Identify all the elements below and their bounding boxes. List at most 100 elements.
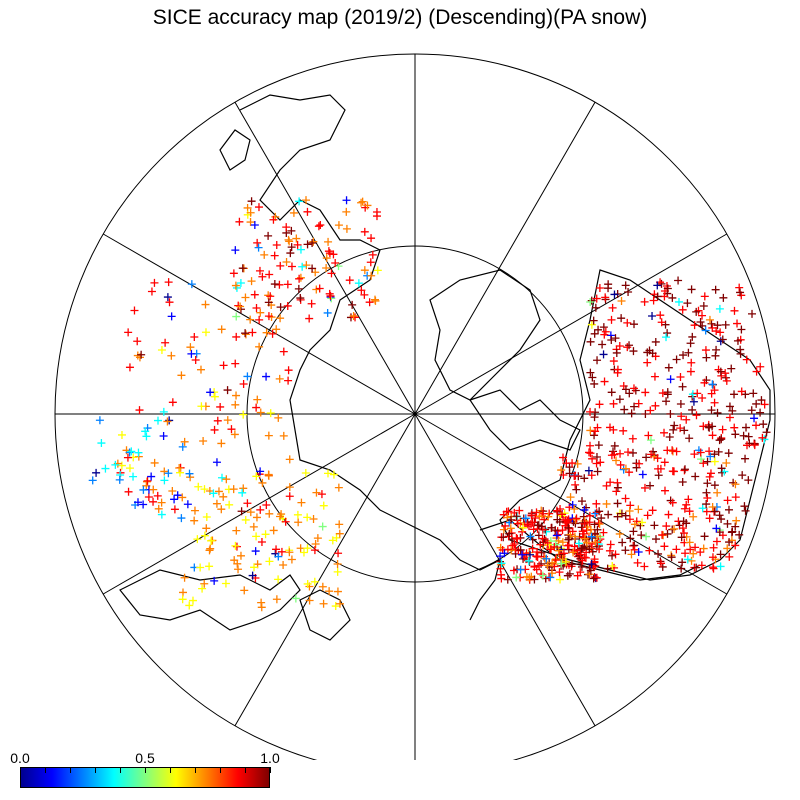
accuracy-marker: [662, 522, 671, 531]
accuracy-marker: [177, 371, 186, 380]
accuracy-marker: [668, 293, 677, 302]
accuracy-marker: [677, 564, 686, 573]
accuracy-marker: [241, 515, 250, 524]
accuracy-marker: [499, 525, 508, 534]
accuracy-marker: [154, 416, 163, 425]
accuracy-marker: [518, 550, 527, 559]
accuracy-marker: [256, 505, 265, 514]
accuracy-marker: [239, 410, 248, 419]
accuracy-marker: [190, 333, 199, 342]
accuracy-marker: [561, 557, 570, 566]
accuracy-marker: [613, 499, 622, 508]
accuracy-marker: [302, 196, 311, 205]
accuracy-marker: [666, 496, 675, 505]
accuracy-marker: [513, 534, 522, 543]
accuracy-marker: [578, 556, 587, 565]
accuracy-marker: [670, 467, 678, 476]
accuracy-marker: [342, 207, 351, 216]
accuracy-marker: [360, 266, 369, 275]
accuracy-marker: [608, 551, 617, 560]
accuracy-marker: [130, 306, 139, 315]
accuracy-marker: [311, 539, 320, 548]
colorbar-tick: [245, 767, 246, 773]
accuracy-marker: [284, 376, 293, 385]
accuracy-marker: [117, 461, 126, 470]
accuracy-marker: [217, 473, 226, 482]
accuracy-marker: [180, 437, 189, 446]
accuracy-marker: [657, 559, 666, 568]
accuracy-marker: [318, 582, 327, 591]
accuracy-marker: [730, 306, 739, 315]
accuracy-marker: [503, 545, 512, 554]
accuracy-marker: [712, 524, 721, 533]
accuracy-marker: [253, 395, 262, 404]
accuracy-marker: [261, 530, 270, 539]
accuracy-marker: [252, 304, 261, 313]
accuracy-marker: [193, 535, 202, 544]
accuracy-marker: [358, 197, 367, 206]
accuracy-marker: [256, 408, 265, 417]
accuracy-marker: [691, 472, 700, 481]
accuracy-marker: [563, 516, 572, 525]
accuracy-marker: [762, 428, 771, 437]
accuracy-marker: [688, 405, 697, 414]
accuracy-marker: [703, 494, 712, 503]
accuracy-marker: [523, 520, 532, 529]
accuracy-marker: [188, 596, 197, 605]
accuracy-marker: [571, 515, 580, 524]
accuracy-marker: [137, 350, 146, 359]
accuracy-marker: [730, 423, 739, 432]
polar-map: [54, 53, 776, 760]
accuracy-marker: [615, 395, 624, 404]
accuracy-marker: [597, 514, 606, 523]
accuracy-marker: [335, 529, 344, 538]
accuracy-marker: [621, 385, 630, 394]
accuracy-marker: [646, 406, 655, 415]
accuracy-marker: [209, 489, 218, 498]
accuracy-marker: [609, 425, 618, 434]
accuracy-marker: [556, 575, 565, 584]
accuracy-marker: [685, 507, 694, 516]
accuracy-marker: [696, 448, 705, 457]
accuracy-marker: [612, 487, 621, 496]
accuracy-marker: [625, 515, 634, 524]
accuracy-marker: [196, 563, 205, 572]
accuracy-marker: [648, 312, 657, 321]
accuracy-marker: [542, 554, 551, 563]
accuracy-marker: [231, 541, 240, 550]
accuracy-marker: [677, 412, 686, 421]
accuracy-marker: [239, 380, 248, 389]
accuracy-marker: [595, 283, 604, 292]
accuracy-marker: [255, 315, 264, 324]
accuracy-marker: [101, 464, 110, 473]
accuracy-marker: [588, 373, 597, 382]
accuracy-marker: [595, 400, 604, 409]
accuracy-marker: [159, 432, 168, 441]
accuracy-marker: [274, 413, 283, 422]
accuracy-marker: [179, 588, 188, 597]
accuracy-marker: [616, 460, 625, 469]
accuracy-marker: [750, 441, 759, 450]
accuracy-marker: [329, 470, 338, 479]
accuracy-marker: [368, 250, 377, 259]
accuracy-marker: [678, 478, 687, 487]
accuracy-marker: [760, 400, 769, 409]
accuracy-marker: [333, 559, 342, 568]
accuracy-marker: [725, 552, 734, 561]
accuracy-marker: [206, 544, 215, 553]
accuracy-marker: [724, 449, 733, 458]
accuracy-marker: [247, 197, 256, 206]
accuracy-marker: [230, 430, 239, 439]
accuracy-marker: [711, 351, 720, 360]
accuracy-marker: [595, 507, 604, 516]
accuracy-marker: [717, 464, 726, 473]
accuracy-marker: [640, 483, 649, 492]
accuracy-marker: [293, 240, 302, 249]
accuracy-marker: [254, 243, 263, 252]
accuracy-marker: [635, 459, 644, 468]
accuracy-marker: [229, 269, 238, 278]
accuracy-marker: [292, 234, 301, 243]
accuracy-marker: [588, 534, 597, 543]
accuracy-marker: [268, 329, 277, 338]
accuracy-marker: [157, 510, 166, 519]
